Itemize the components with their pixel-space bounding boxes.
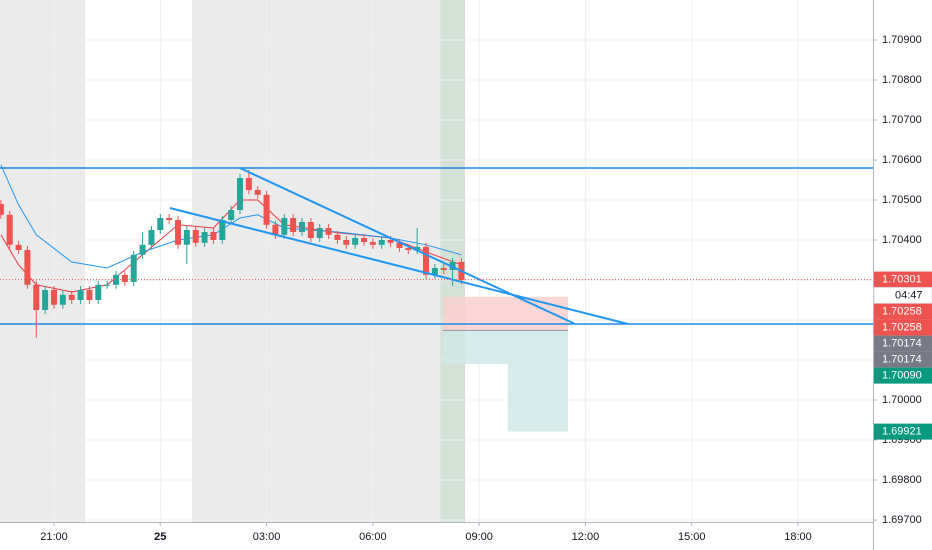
candle-body xyxy=(50,290,58,305)
price-badge xyxy=(874,271,932,288)
price-badge xyxy=(874,351,932,368)
candle-body xyxy=(157,218,164,230)
price-badge-label: 1.70258 xyxy=(882,306,922,318)
y-tick-label: 1.69700 xyxy=(882,514,922,526)
price-badge-label: 1.70174 xyxy=(882,354,922,366)
y-tick-label: 1.70500 xyxy=(882,194,922,206)
candle-body xyxy=(325,228,332,235)
y-tick-label: 1.70900 xyxy=(882,34,922,46)
candle-body xyxy=(59,294,66,305)
candle-body xyxy=(387,240,394,243)
candle-body xyxy=(316,228,323,238)
candle-body xyxy=(378,240,385,245)
x-tick-label: 21:00 xyxy=(40,531,68,543)
candle-body xyxy=(192,230,199,243)
price-badge-label: 1.70301 xyxy=(882,274,922,286)
candle-body xyxy=(236,178,244,210)
candle-body xyxy=(0,204,4,215)
target-zone xyxy=(443,330,569,364)
price-badge xyxy=(874,423,932,440)
y-tick-label: 1.70400 xyxy=(882,234,922,246)
x-tick-label: 25 xyxy=(154,531,166,543)
candle-body xyxy=(369,242,376,245)
time-axis-bg xyxy=(0,522,873,550)
price-badge xyxy=(874,367,932,384)
candle-body xyxy=(139,244,146,255)
y-tick-label: 1.70600 xyxy=(882,154,922,166)
stop-zone xyxy=(443,296,569,331)
candle-body xyxy=(210,232,217,240)
candle-body xyxy=(272,224,279,235)
plot-area xyxy=(0,0,873,522)
candle-body xyxy=(219,220,226,240)
x-tick-label: 06:00 xyxy=(359,531,387,543)
candle-body xyxy=(405,248,412,250)
price-badge xyxy=(874,335,932,352)
candle-body xyxy=(290,218,297,232)
countdown: 04:47 xyxy=(895,290,923,302)
price-badge xyxy=(874,319,932,336)
candle-body xyxy=(95,284,102,300)
candle-body xyxy=(15,244,22,250)
candle-body xyxy=(33,284,40,310)
candle-body xyxy=(431,268,438,275)
candle-body xyxy=(360,238,368,242)
candle-body xyxy=(104,284,111,286)
x-tick-label: 15:00 xyxy=(678,531,706,543)
candle-body xyxy=(174,220,182,245)
candle-body xyxy=(42,290,49,310)
candle-body xyxy=(77,290,84,300)
candle-body xyxy=(24,250,31,285)
price-badge xyxy=(874,303,932,320)
candle-body xyxy=(166,218,173,220)
candle-body xyxy=(440,268,447,270)
candle-body xyxy=(414,246,421,250)
y-tick-label: 1.70700 xyxy=(882,114,922,126)
x-tick-label: 12:00 xyxy=(572,531,600,543)
price-badge-label: 1.69921 xyxy=(882,426,922,438)
candle-body xyxy=(112,274,120,285)
trend-line xyxy=(169,207,629,325)
target-zone xyxy=(507,364,569,432)
y-tick-label: 1.70800 xyxy=(882,74,922,86)
trend-line xyxy=(239,167,576,325)
candle-body xyxy=(121,274,128,282)
candle-body xyxy=(307,222,314,238)
candle-body xyxy=(334,234,341,240)
price-badge-label: 1.70174 xyxy=(882,338,922,350)
price-badge-label: 1.70090 xyxy=(882,370,922,382)
x-tick-label: 09:00 xyxy=(465,531,493,543)
x-tick-label: 03:00 xyxy=(253,531,281,543)
candle-body xyxy=(148,230,155,245)
candle-body xyxy=(201,232,208,243)
candle-body xyxy=(343,240,350,245)
session-shade xyxy=(192,0,441,522)
price-badge-label: 1.70258 xyxy=(882,322,922,334)
y-tick-label: 1.70000 xyxy=(882,394,922,406)
candle-body xyxy=(130,254,137,282)
y-tick-label: 1.69800 xyxy=(882,474,922,486)
candle-body xyxy=(183,230,190,245)
x-tick-label: 18:00 xyxy=(784,531,812,543)
candle-body xyxy=(6,214,13,245)
candle-body xyxy=(228,210,235,220)
candle-body xyxy=(86,290,93,300)
candle-body xyxy=(423,246,430,275)
candle-body xyxy=(245,178,252,190)
candle-body xyxy=(68,294,75,300)
candle-body xyxy=(254,190,261,195)
candle-body xyxy=(352,238,359,245)
candle-body xyxy=(263,194,270,225)
candle-body xyxy=(281,218,288,235)
candle-body xyxy=(396,242,403,248)
candle-body xyxy=(298,222,306,232)
session-shade xyxy=(0,0,86,522)
